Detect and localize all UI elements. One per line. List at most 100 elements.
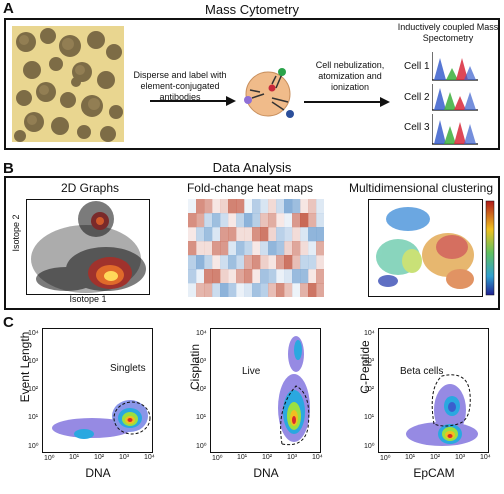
heatmap-cell bbox=[220, 241, 229, 256]
plot3-xlabel: EpCAM bbox=[413, 466, 455, 480]
spectra-icon bbox=[432, 52, 478, 145]
heatmap-cell bbox=[300, 241, 309, 256]
heatmap-cell bbox=[244, 241, 253, 256]
heatmap-cell bbox=[244, 213, 253, 228]
heatmap-cell bbox=[284, 213, 293, 228]
heatmap-cell bbox=[236, 199, 245, 214]
heatmap-cell bbox=[244, 227, 253, 242]
heatmap-cell bbox=[316, 255, 324, 270]
heatmap-cell bbox=[284, 227, 293, 242]
heatmap-cell bbox=[188, 213, 197, 228]
islet-micrograph bbox=[12, 26, 124, 142]
isotope2-label: Isotope 2 bbox=[11, 214, 21, 252]
panel-c-letter: C bbox=[3, 314, 14, 331]
clustering-subtitle: Multidimensional clustering bbox=[348, 181, 494, 195]
plot2-xlabel: DNA bbox=[253, 466, 279, 480]
y-tick-label: 10⁴ bbox=[28, 330, 39, 337]
heatmap bbox=[188, 199, 324, 297]
heatmap-cell bbox=[308, 269, 317, 284]
heatmap-cell bbox=[308, 255, 317, 270]
y-tick-label: 10³ bbox=[364, 358, 375, 365]
x-tick-label: 10² bbox=[94, 454, 105, 461]
heatmap-cell bbox=[188, 241, 197, 256]
heatmap-cell bbox=[228, 283, 237, 297]
heatmap-cell bbox=[188, 283, 197, 297]
panel-b-box bbox=[4, 176, 500, 310]
y-tick-label: 10² bbox=[196, 386, 207, 393]
heatmap-cell bbox=[300, 255, 309, 270]
plot2-dna-cisplatin bbox=[210, 328, 321, 453]
heatmap-cell bbox=[268, 199, 277, 214]
y-tick-label: 10⁰ bbox=[364, 443, 375, 450]
heatmap-cell bbox=[212, 283, 221, 297]
heatmap-cell bbox=[244, 255, 253, 270]
heatmap-cell bbox=[284, 269, 293, 284]
plot1-dna-event-length bbox=[42, 328, 153, 453]
panel-a-letter: A bbox=[3, 0, 14, 17]
y-tick-label: 10¹ bbox=[196, 414, 207, 421]
heatmap-cell bbox=[188, 269, 197, 284]
heatmap-cell bbox=[196, 227, 205, 242]
heatmap-cell bbox=[204, 283, 213, 297]
cell3-label: Cell 3 bbox=[404, 122, 430, 133]
heatmap-cell bbox=[308, 199, 317, 214]
heatmap-cell bbox=[188, 227, 197, 242]
y-tick-label: 10⁰ bbox=[196, 443, 207, 450]
heatmap-cell bbox=[228, 213, 237, 228]
x-tick-label: 10⁰ bbox=[380, 455, 391, 462]
heatmap-cell bbox=[228, 255, 237, 270]
cell1-label: Cell 1 bbox=[404, 61, 430, 72]
panel-a-box bbox=[4, 18, 500, 150]
heatmap-cell bbox=[204, 241, 213, 256]
heatmap-cell bbox=[188, 199, 197, 214]
heatmap-cell bbox=[276, 199, 285, 214]
heatmap-cell bbox=[268, 227, 277, 242]
heatmap-cell bbox=[236, 227, 245, 242]
heatmap-cell bbox=[260, 199, 269, 214]
panel-b-title: Data Analysis bbox=[212, 160, 292, 175]
heatmap-cell bbox=[308, 213, 317, 228]
heatmap-cell bbox=[292, 283, 301, 297]
heatmap-cell bbox=[260, 227, 269, 242]
heatmap-cell bbox=[260, 283, 269, 297]
heatmap-cell bbox=[276, 283, 285, 297]
heatmap-svg bbox=[188, 199, 324, 297]
heatmap-cell bbox=[284, 283, 293, 297]
x-tick-label: 10⁴ bbox=[144, 454, 155, 461]
plot2-gate-label: Live bbox=[242, 366, 261, 377]
graphs-subtitle: 2D Graphs bbox=[60, 181, 120, 195]
heatmap-cell bbox=[252, 213, 261, 228]
y-tick-label: 10¹ bbox=[28, 414, 39, 421]
y-tick-label: 10⁴ bbox=[196, 330, 207, 337]
y-tick-label: 10³ bbox=[196, 358, 207, 365]
y-tick-label: 10² bbox=[28, 386, 39, 393]
heatmap-cell bbox=[204, 255, 213, 270]
y-tick-label: 10⁴ bbox=[364, 330, 375, 337]
cell2-label: Cell 2 bbox=[404, 92, 430, 103]
heatmap-cell bbox=[220, 283, 229, 297]
heatmap-cell bbox=[196, 283, 205, 297]
heatmap-cell bbox=[212, 227, 221, 242]
y-tick-label: 10³ bbox=[28, 358, 39, 365]
heatmap-cell bbox=[268, 269, 277, 284]
heatmap-cell bbox=[292, 269, 301, 284]
x-tick-label: 10⁴ bbox=[312, 454, 323, 461]
heatmap-cell bbox=[316, 227, 324, 242]
heatmap-cell bbox=[260, 241, 269, 256]
heatmap-cell bbox=[252, 199, 261, 214]
x-tick-label: 10⁰ bbox=[212, 455, 223, 462]
heatmap-cell bbox=[204, 199, 213, 214]
heatmap-cell bbox=[260, 213, 269, 228]
scatter-2d-plot bbox=[26, 199, 150, 295]
heatmap-cell bbox=[292, 227, 301, 242]
heatmap-cell bbox=[316, 269, 324, 284]
heatmap-cell bbox=[260, 255, 269, 270]
heatmap-cell bbox=[292, 241, 301, 256]
heatmap-cell bbox=[244, 269, 253, 284]
x-tick-label: 10¹ bbox=[69, 454, 80, 461]
heatmap-cell bbox=[188, 255, 197, 270]
x-tick-label: 10² bbox=[262, 454, 273, 461]
heatmap-cell bbox=[252, 255, 261, 270]
heatmap-cell bbox=[204, 269, 213, 284]
arrow-icon-2 bbox=[304, 97, 390, 107]
